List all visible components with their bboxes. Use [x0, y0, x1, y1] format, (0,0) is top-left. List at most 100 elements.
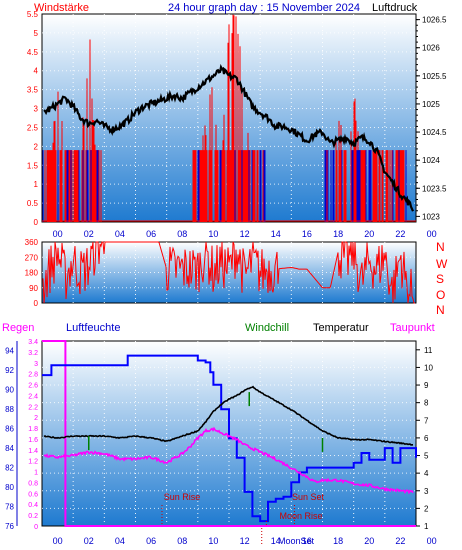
pressure-tick-label: 1023.5 — [422, 184, 447, 193]
humidity-tick-label: 80 — [5, 483, 14, 492]
x-tick-label-top: 00 — [53, 229, 63, 239]
humidity-tick-label: 94 — [5, 347, 14, 356]
data-series — [42, 14, 417, 527]
x-tick-label-top: 14 — [271, 229, 281, 239]
humidity-tick-label: 88 — [5, 405, 14, 414]
compass-w: W — [436, 257, 448, 271]
temperature-tick-label: 5 — [424, 452, 429, 461]
rain-tick-label: 2.6 — [28, 383, 38, 390]
wind-speed-tick-label: 1 — [34, 180, 39, 189]
x-tick-label-top: 10 — [208, 229, 218, 239]
x-tick-label-bottom: 06 — [146, 536, 156, 546]
x-tick-label-top: 04 — [115, 229, 125, 239]
rain-tick-label: 0 — [34, 524, 38, 531]
temperature-line — [43, 385, 413, 446]
x-tick-label-top: 20 — [364, 229, 374, 239]
pressure-axis-label: Luftdruck — [372, 2, 418, 14]
compass-o: O — [436, 288, 445, 302]
sun-set-label: Sun Set — [292, 492, 325, 502]
legend-temperature: Temperatur — [313, 322, 369, 334]
x-tick-label-top: 18 — [333, 229, 343, 239]
rain-tick-label: 2 — [34, 415, 38, 422]
x-tick-label-bottom: 10 — [208, 536, 218, 546]
rain-tick-label: 2.2 — [28, 404, 38, 411]
rain-tick-label: 1.2 — [28, 459, 38, 466]
pressure-tick-label: 1024 — [422, 156, 440, 165]
wind-speed-tick-label: 4.5 — [27, 48, 39, 57]
x-tick-label-top: 00 — [427, 229, 437, 239]
dewpoint-line — [43, 426, 414, 495]
humidity-tick-label: 78 — [5, 503, 14, 512]
rain-tick-label: 3.4 — [28, 339, 38, 346]
temperature-tick-label: 6 — [424, 434, 429, 443]
wind-speed-tick-label: 0 — [34, 218, 39, 227]
legend-humidity: Luftfeuchte — [66, 322, 120, 334]
x-tick-label-top: 12 — [240, 229, 250, 239]
x-tick-label-bottom: 20 — [364, 536, 374, 546]
graph-title: 24 hour graph day : 15 November 2024 — [168, 2, 360, 14]
wind-speed-tick-label: 5.5 — [27, 10, 39, 19]
temperature-tick-label: 11 — [424, 346, 433, 355]
wind-speed-tick-label: 5 — [34, 29, 39, 38]
x-tick-label-top: 02 — [84, 229, 94, 239]
legend-dewpoint: Taupunkt — [390, 322, 435, 334]
wind-speed-tick-label: 2 — [34, 142, 39, 151]
rain-tick-label: 0.2 — [28, 513, 38, 520]
temperature-tick-label: 8 — [424, 399, 429, 408]
x-tick-label-bottom: 14 — [271, 536, 281, 546]
temperature-tick-label: 1 — [424, 522, 429, 531]
compass-s: S — [436, 272, 444, 286]
rain-tick-label: 0.8 — [28, 480, 38, 487]
temperature-tick-label: 10 — [424, 363, 433, 372]
humidity-tick-label: 90 — [5, 386, 14, 395]
rain-tick-label: 1.6 — [28, 437, 38, 444]
temperature-tick-label: 2 — [424, 504, 429, 513]
humidity-line — [42, 354, 417, 523]
rain-tick-label: 2.8 — [28, 372, 38, 379]
x-tick-label-top: 08 — [177, 229, 187, 239]
compass-n-top: N — [436, 240, 445, 254]
x-tick-label-top: 06 — [146, 229, 156, 239]
legend-windchill: Windchill — [245, 322, 289, 334]
axis-ticks: 0000020204040606080810101212141416161818… — [5, 10, 447, 546]
rain-tick-label: 3 — [34, 361, 38, 368]
humidity-tick-label: 86 — [5, 425, 14, 434]
temperature-tick-label: 9 — [424, 381, 429, 390]
direction-tick-label: 360 — [25, 238, 39, 247]
x-tick-label-top: 16 — [302, 229, 312, 239]
direction-tick-label: 180 — [25, 269, 39, 278]
wind-speed-tick-label: 2.5 — [27, 123, 39, 132]
wind-speed-tick-label: 3.5 — [27, 86, 39, 95]
x-tick-label-bottom: 00 — [427, 536, 437, 546]
temperature-tick-label: 4 — [424, 469, 429, 478]
x-tick-label-bottom: 12 — [240, 536, 250, 546]
x-tick-label-top: 22 — [395, 229, 405, 239]
x-tick-label-bottom: 00 — [53, 536, 63, 546]
temperature-tick-label: 7 — [424, 416, 429, 425]
pressure-tick-label: 1023 — [422, 212, 440, 221]
pressure-tick-label: 1026.5 — [422, 16, 447, 25]
rain-line — [42, 340, 416, 527]
wind-direction-line — [42, 241, 415, 304]
direction-tick-label: 0 — [34, 299, 39, 308]
rain-tick-label: 1 — [34, 470, 38, 477]
wind-speed-tick-label: 4 — [34, 67, 39, 76]
moon-rise-label: Moon Rise — [279, 511, 322, 521]
rain-tick-label: 3.2 — [28, 350, 38, 357]
x-tick-label-bottom: 18 — [333, 536, 343, 546]
astro-markers: Sun Rise Sun Set Moon Rise MoonSet — [161, 492, 325, 546]
x-tick-label-bottom: 22 — [395, 536, 405, 546]
pressure-tick-label: 1024.5 — [422, 128, 447, 137]
humidity-tick-label: 82 — [5, 464, 14, 473]
x-tick-label-bottom: 04 — [115, 536, 125, 546]
rain-tick-label: 0.6 — [28, 491, 38, 498]
pressure-line — [43, 63, 415, 212]
moon-set-label: MoonSet — [278, 536, 315, 546]
direction-tick-label: 270 — [25, 253, 39, 262]
compass-n-bottom: N — [436, 303, 445, 317]
rain-tick-label: 0.4 — [28, 502, 38, 509]
rain-tick-label: 1.8 — [28, 426, 38, 433]
x-tick-label-bottom: 08 — [177, 536, 187, 546]
